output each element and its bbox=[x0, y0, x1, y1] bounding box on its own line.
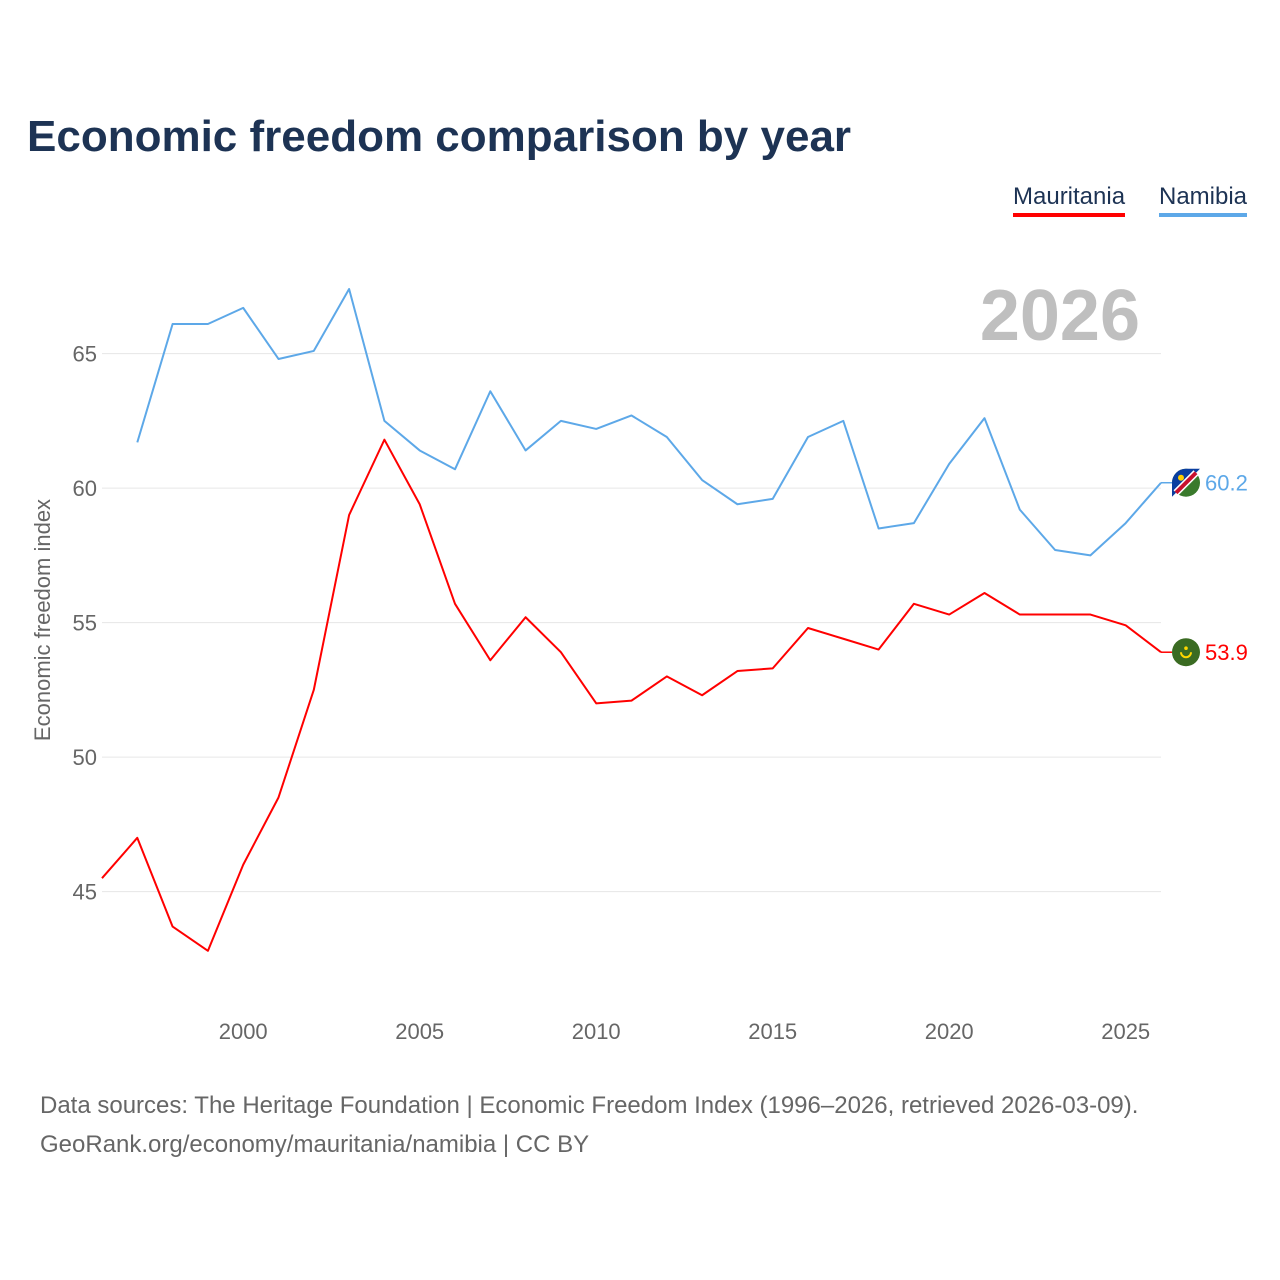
source-line-2[interactable]: GeoRank.org/economy/mauritania/namibia |… bbox=[40, 1131, 590, 1158]
x-tick-label: 2015 bbox=[748, 1019, 797, 1044]
y-tick-label: 65 bbox=[73, 342, 97, 367]
namibia-flag-stripe-red bbox=[1174, 471, 1198, 495]
namibia-flag-sun bbox=[1178, 474, 1184, 481]
end-value-label: 60.2 bbox=[1205, 471, 1248, 496]
x-tick-label: 2000 bbox=[219, 1019, 268, 1044]
y-tick-label: 50 bbox=[73, 745, 97, 770]
mauritania-flag-crescent bbox=[1180, 652, 1192, 659]
series-line-mauritania bbox=[101, 438, 1162, 952]
series-line-namibia bbox=[136, 288, 1162, 557]
source-line-1: Data sources: The Heritage Foundation | … bbox=[40, 1092, 1139, 1119]
x-tick-label: 2005 bbox=[395, 1019, 444, 1044]
x-tick-label: 2010 bbox=[572, 1019, 621, 1044]
legend-namibia[interactable]: Namibia bbox=[1159, 183, 1248, 217]
chart-title: Economic freedom comparison by year bbox=[27, 112, 852, 161]
legend-mauritania[interactable]: Mauritania bbox=[1013, 183, 1126, 217]
mauritania-flag-icon bbox=[1172, 638, 1200, 667]
x-tick-label: 2025 bbox=[1101, 1019, 1150, 1044]
mauritania-flag-star bbox=[1184, 646, 1188, 651]
source-note: Data sources: The Heritage Foundation | … bbox=[40, 1086, 1138, 1164]
x-tick-label: 2020 bbox=[925, 1019, 974, 1044]
y-tick-label: 55 bbox=[73, 611, 97, 636]
year-watermark: 2026 bbox=[980, 276, 1140, 356]
end-value-label: 53.9 bbox=[1205, 640, 1248, 665]
y-axis-label: Economic freedom index bbox=[30, 499, 55, 741]
y-tick-label: 60 bbox=[73, 476, 97, 501]
y-tick-label: 45 bbox=[73, 880, 97, 905]
